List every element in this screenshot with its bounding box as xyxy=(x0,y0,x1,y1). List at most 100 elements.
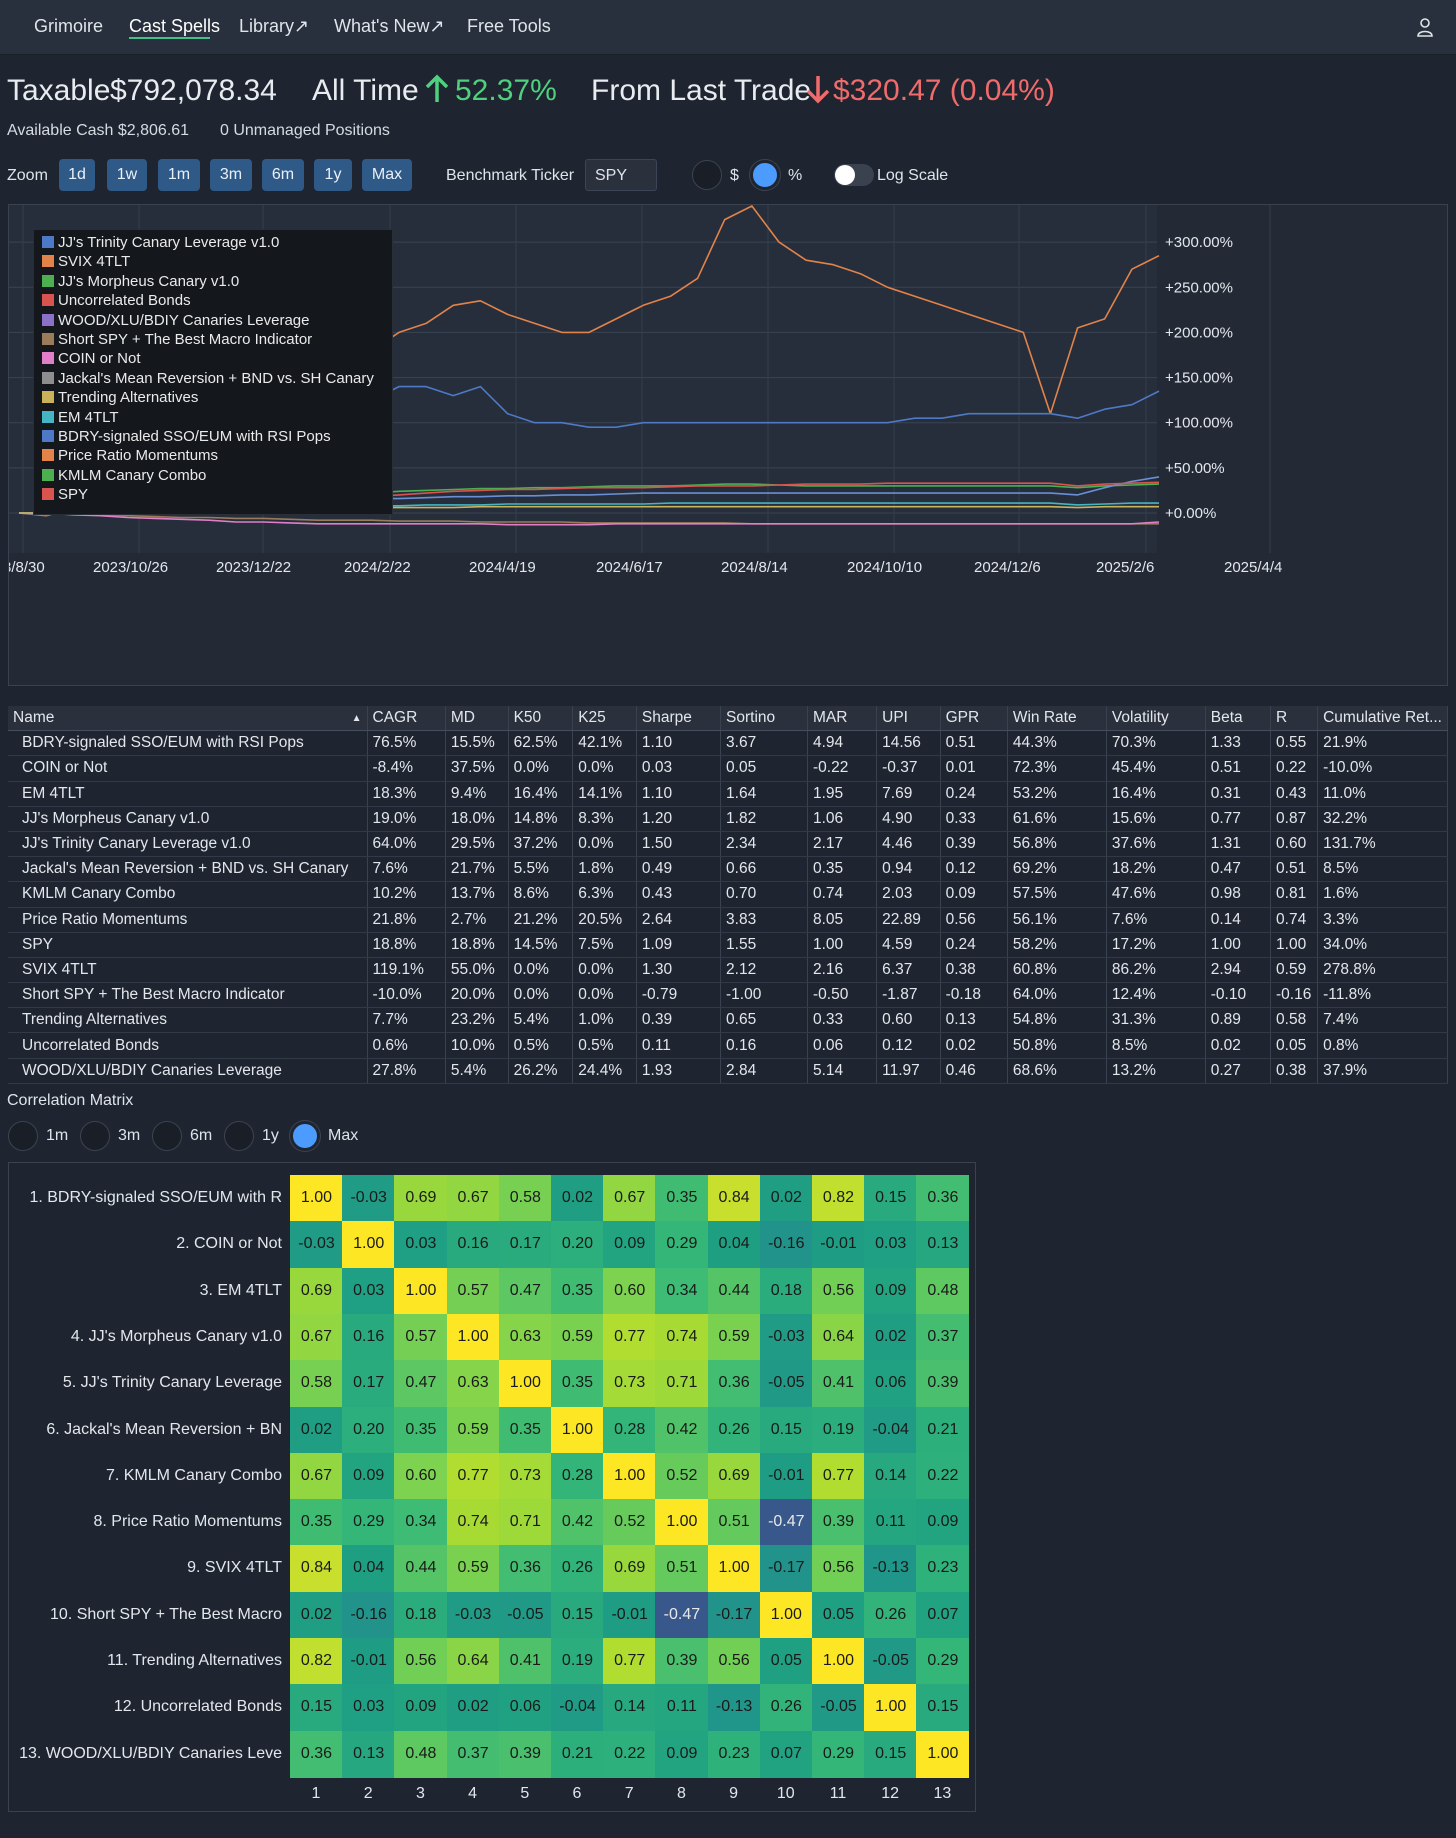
nav-whats-new[interactable]: What's New↗ xyxy=(334,16,445,36)
table-row[interactable]: SPY 18.8% 18.8% 14.5% 7.5% 1.09 1.55 1.00 4.59 0.… xyxy=(8,932,1448,958)
column-header-k25[interactable]: K25 xyxy=(572,706,637,732)
legend-item[interactable]: Trending Alternatives xyxy=(42,388,392,407)
period-radio-1y[interactable] xyxy=(224,1121,254,1151)
column-header-win-rate[interactable]: Win Rate xyxy=(1007,706,1107,732)
y-tick-label: +0.00% xyxy=(1165,505,1216,522)
table-cell: 21.8% xyxy=(367,907,446,933)
legend-item[interactable]: JJ's Morpheus Canary v1.0 xyxy=(42,272,392,291)
nav-library[interactable]: Library↗ xyxy=(239,16,310,36)
legend-item[interactable]: JJ's Trinity Canary Leverage v1.0 xyxy=(42,233,392,252)
column-header-name[interactable]: Name ▲ xyxy=(8,706,368,732)
table-cell: -0.16 xyxy=(1270,982,1319,1009)
legend-item[interactable]: Short SPY + The Best Macro Indicator xyxy=(42,330,392,349)
matrix-col-label: 4 xyxy=(468,1784,478,1802)
table-cell: 0.5% xyxy=(508,1032,574,1059)
column-header-volatility[interactable]: Volatility xyxy=(1106,706,1206,732)
nav-cast-spells[interactable]: Cast Spells xyxy=(129,16,221,36)
zoom-3m-button[interactable]: 3m xyxy=(210,159,252,191)
table-cell: 12.4% xyxy=(1106,982,1206,1009)
period-radio-max[interactable] xyxy=(290,1121,320,1151)
table-row[interactable]: KMLM Canary Combo 10.2% 13.7% 8.6% 6.3% 0.43 0… xyxy=(8,881,1448,908)
column-header-gpr[interactable]: GPR xyxy=(940,706,1008,732)
matrix-cell: 0.05 xyxy=(759,1638,813,1685)
user-icon[interactable] xyxy=(1416,17,1434,37)
table-row[interactable]: SVIX 4TLT 119.1% 55.0% 0.0% 0.0% 1.30 2.12 2.16… xyxy=(8,957,1448,984)
zoom-max-button[interactable]: Max xyxy=(362,159,412,191)
column-header-r[interactable]: R xyxy=(1270,706,1319,732)
column-header-cagr[interactable]: CAGR xyxy=(367,706,446,732)
legend-item[interactable]: SPY xyxy=(42,485,392,504)
period-radio-1m[interactable] xyxy=(8,1121,38,1151)
legend-item[interactable]: BDRY-signaled SSO/EUM with RSI Pops xyxy=(42,427,392,446)
legend-item[interactable]: COIN or Not xyxy=(42,349,392,368)
column-header-sharpe[interactable]: Sharpe xyxy=(636,706,722,732)
table-row[interactable]: Trending Alternatives 7.7% 23.2% 5.4% 1.0% 0.… xyxy=(8,1007,1448,1034)
legend-item[interactable]: EM 4TLT xyxy=(42,408,392,427)
unit-percent-radio[interactable] xyxy=(750,160,780,190)
table-cell: 0.0% xyxy=(508,982,574,1009)
table-row[interactable]: JJ's Trinity Canary Leverage v1.0 64.0% 29… xyxy=(8,831,1448,858)
zoom-1y-button[interactable]: 1y xyxy=(314,159,352,191)
matrix-cell: 0.77 xyxy=(446,1452,500,1500)
legend-item[interactable]: Jackal's Mean Reversion + BND vs. SH Can… xyxy=(42,369,392,388)
period-radio-6m[interactable] xyxy=(152,1121,182,1151)
matrix-cell: 0.58 xyxy=(290,1360,343,1408)
table-row[interactable]: EM 4TLT 18.3% 9.4% 16.4% 14.1% 1.10 1.64 1.95 7.… xyxy=(8,781,1448,807)
table-row[interactable]: Price Ratio Momentums 21.8% 2.7% 21.2% 20.5%… xyxy=(8,907,1448,933)
zoom-1m-button[interactable]: 1m xyxy=(158,159,200,191)
nav-free-tools[interactable]: Free Tools xyxy=(467,16,551,36)
table-row[interactable]: Uncorrelated Bonds 0.6% 10.0% 0.5% 0.5% 0.11 0… xyxy=(8,1032,1448,1059)
matrix-cell: 0.04 xyxy=(342,1545,396,1593)
legend-item[interactable]: KMLM Canary Combo xyxy=(42,466,392,485)
table-cell: 0.11 xyxy=(636,1032,722,1059)
zoom-1w-button[interactable]: 1w xyxy=(107,159,147,191)
legend-item[interactable]: Price Ratio Momentums xyxy=(42,446,392,465)
column-header-cumulative-ret-[interactable]: Cumulative Ret... xyxy=(1317,706,1448,732)
column-header-k50[interactable]: K50 xyxy=(508,706,574,732)
matrix-cell: 0.15 xyxy=(864,1175,918,1222)
table-cell: 278.8% xyxy=(1317,957,1448,984)
table-cell: 14.8% xyxy=(508,806,574,832)
column-header-upi[interactable]: UPI xyxy=(876,706,941,732)
matrix-cell: -0.47 xyxy=(655,1591,709,1639)
matrix-cell: -0.03 xyxy=(342,1175,396,1222)
legend-item[interactable]: Uncorrelated Bonds xyxy=(42,291,392,310)
table-cell: 0.94 xyxy=(876,856,941,883)
column-header-mar[interactable]: MAR xyxy=(807,706,878,732)
table-row[interactable]: Jackal's Mean Reversion + BND vs. SH Can… xyxy=(8,856,1448,883)
column-header-beta[interactable]: Beta xyxy=(1205,706,1272,732)
table-cell: 50.8% xyxy=(1007,1032,1107,1059)
zoom-1d-button[interactable]: 1d xyxy=(59,159,95,191)
table-cell: 8.3% xyxy=(572,806,637,832)
performance-chart[interactable]: +350.00% +300.00% +250.00% +200.00% +150.00%… xyxy=(3,189,1448,686)
legend-item[interactable]: WOOD/XLU/BDIY Canaries Leverage xyxy=(42,311,392,330)
nav-grimoire[interactable]: Grimoire xyxy=(34,16,104,36)
table-cell: 23.2% xyxy=(445,1007,509,1034)
matrix-cell: 0.82 xyxy=(290,1638,343,1685)
matrix-col-label: 5 xyxy=(520,1784,530,1802)
legend-label: Jackal's Mean Reversion + BND vs. SH Can… xyxy=(58,369,374,387)
legend-swatch xyxy=(42,236,54,248)
period-radio-3m[interactable] xyxy=(80,1121,110,1151)
legend-label: BDRY-signaled SSO/EUM with RSI Pops xyxy=(58,428,331,446)
table-row[interactable]: COIN or Not -8.4% 37.5% 0.0% 0.0% 0.03 0.05 -0.… xyxy=(8,755,1448,782)
table-cell: 4.94 xyxy=(807,730,878,757)
legend-item[interactable]: SVIX 4TLT xyxy=(42,252,392,271)
table-cell: 34.0% xyxy=(1317,932,1448,958)
table-cell: 11.97 xyxy=(876,1058,941,1084)
table-row[interactable]: JJ's Morpheus Canary v1.0 19.0% 18.0% 14.8%… xyxy=(8,806,1448,832)
unmanaged-positions[interactable]: 0 Unmanaged Positions xyxy=(220,122,390,139)
zoom-6m-button[interactable]: 6m xyxy=(262,159,304,191)
matrix-cell: 0.28 xyxy=(551,1452,604,1500)
table-cell: -1.00 xyxy=(720,982,808,1009)
benchmark-ticker-input[interactable]: SPY xyxy=(585,159,657,191)
table-row[interactable]: BDRY-signaled SSO/EUM with RSI Pops 76.5%… xyxy=(8,730,1448,757)
column-header-md[interactable]: MD xyxy=(445,706,509,732)
column-header-sortino[interactable]: Sortino xyxy=(720,706,808,732)
table-cell: 0.77 xyxy=(1205,806,1272,832)
log-scale-toggle[interactable] xyxy=(834,164,874,186)
table-row[interactable]: WOOD/XLU/BDIY Canaries Leverage 27.8% 5.4%… xyxy=(8,1058,1448,1084)
unit-dollar-radio[interactable] xyxy=(692,160,722,190)
table-row[interactable]: Short SPY + The Best Macro Indicator -10.… xyxy=(8,982,1448,1009)
table-cell: 54.8% xyxy=(1007,1007,1107,1034)
